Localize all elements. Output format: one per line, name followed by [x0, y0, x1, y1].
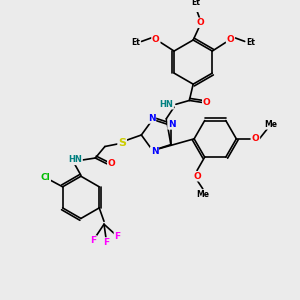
Text: Et: Et — [131, 38, 140, 47]
Text: O: O — [203, 98, 211, 107]
Text: F: F — [103, 238, 109, 247]
Text: O: O — [226, 35, 234, 44]
Text: S: S — [118, 138, 126, 148]
Text: O: O — [193, 172, 201, 181]
Text: O: O — [252, 134, 260, 143]
Text: Et: Et — [246, 38, 255, 47]
Text: F: F — [114, 232, 121, 241]
Text: Et: Et — [192, 0, 200, 7]
Text: N: N — [168, 120, 176, 129]
Text: HN: HN — [68, 155, 82, 164]
Text: F: F — [90, 236, 97, 245]
Text: O: O — [196, 18, 204, 27]
Text: O: O — [108, 159, 116, 168]
Text: N: N — [148, 114, 155, 123]
Text: N: N — [151, 147, 158, 156]
Text: O: O — [152, 35, 160, 44]
Text: HN: HN — [159, 100, 173, 109]
Text: Me: Me — [196, 190, 209, 199]
Text: Me: Me — [264, 120, 278, 129]
Text: Cl: Cl — [40, 173, 50, 182]
